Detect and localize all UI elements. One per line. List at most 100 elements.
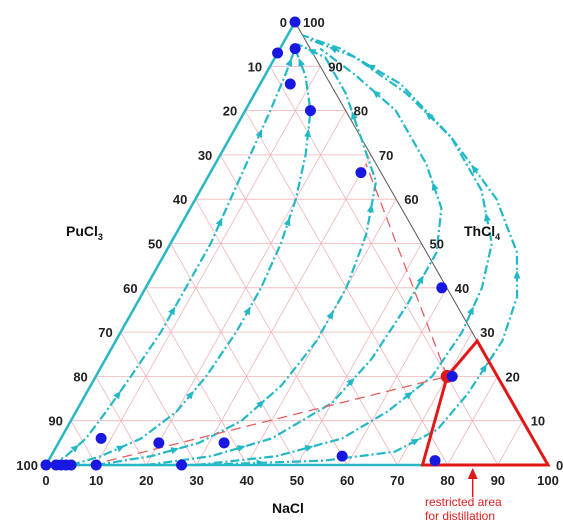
tick-label-thcl4: 30	[480, 325, 494, 340]
grid-line-pucl3	[269, 66, 499, 466]
residue-curve-2	[70, 48, 312, 467]
grid-line-pucl3	[219, 154, 398, 466]
component-label-nacl: NaCl	[272, 500, 304, 516]
composition-point	[304, 105, 316, 117]
curve-arrow	[285, 58, 293, 67]
component-label-pucl3: PuCl3	[66, 223, 103, 242]
grid-line-nacl	[196, 154, 372, 466]
curve-arrow	[170, 447, 180, 454]
composition-point	[218, 437, 230, 449]
tick-label-pucl3: 50	[148, 237, 162, 252]
grid-line-nacl	[447, 376, 498, 466]
curve-arrow	[116, 445, 125, 453]
curve-arrow	[410, 438, 420, 446]
tick-label-thcl4: 60	[404, 192, 418, 207]
grid-line-nacl	[296, 243, 422, 466]
residue-curve-4	[146, 47, 443, 467]
tick-label-nacl: 40	[240, 473, 254, 488]
tick-label-thcl4: 80	[354, 104, 368, 119]
composition-point	[446, 370, 458, 382]
data-points	[40, 16, 458, 471]
tick-label-pucl3: 60	[123, 281, 137, 296]
curve-arrow	[70, 444, 79, 453]
tick-label-pucl3: 100	[16, 458, 38, 473]
tick-label-nacl: 90	[491, 473, 505, 488]
grid-line-pucl3	[70, 420, 97, 466]
composition-point	[40, 459, 52, 471]
curve-arrow	[367, 64, 376, 72]
curve-arrow	[329, 46, 338, 54]
curve-arrow	[113, 390, 121, 400]
tick-label-pucl3: 40	[173, 192, 187, 207]
curve-arrow	[416, 275, 424, 285]
composition-point	[90, 459, 102, 471]
restricted-area-box	[420, 338, 551, 467]
tick-label-pucl3: 90	[48, 414, 62, 429]
curve-arrow	[304, 444, 314, 452]
component-label-thcl4: ThCl4	[464, 223, 500, 242]
grid-line-pucl3	[95, 376, 147, 466]
tick-label-thcl4: 50	[430, 237, 444, 252]
restricted-area-label: restricted area	[425, 495, 502, 509]
tick-label-nacl: 10	[89, 473, 103, 488]
grid-line-pucl3	[145, 287, 248, 466]
curve-arrow	[479, 364, 487, 373]
residue-curve-1	[50, 48, 297, 466]
tick-label-nacl: 0	[42, 473, 49, 488]
curve-arrow	[326, 310, 334, 320]
curve-arrow	[304, 128, 312, 138]
curve-arrow	[168, 306, 176, 316]
curve-arrow	[243, 306, 251, 316]
grid-line-pucl3	[120, 331, 197, 466]
tick-label-nacl: 30	[189, 473, 203, 488]
curve-arrow	[256, 400, 265, 409]
grid-lines	[70, 65, 524, 466]
residue-curves	[50, 34, 521, 467]
grid-line-nacl	[95, 66, 321, 466]
tick-label-nacl: 100	[537, 473, 559, 488]
curve-arrow	[298, 58, 305, 67]
curve-arrow	[255, 129, 263, 138]
curve-arrow	[471, 164, 480, 174]
dashed-red-lines	[91, 163, 448, 466]
tick-label-pucl3: 30	[198, 148, 212, 163]
tick-label-nacl: 80	[440, 473, 454, 488]
tick-label-thcl4: 20	[505, 369, 519, 384]
curve-arrow	[283, 217, 291, 227]
curve-arrow	[404, 391, 413, 400]
curve-arrow	[236, 445, 246, 452]
restricted-area-label-2: for distillation	[425, 509, 495, 521]
tick-labels: 0 0 0 10 10 10 20 20 20 30 30 30 40 40 40 50 50 50 60 60 60 7…	[16, 15, 563, 488]
curve-arrow	[351, 111, 358, 120]
composition-point	[95, 432, 107, 444]
curve-arrow	[186, 391, 194, 400]
curve-arrow	[513, 270, 521, 279]
tick-label-pucl3: 0	[280, 15, 287, 30]
composition-point	[289, 43, 301, 55]
grid-line-nacl	[346, 287, 448, 466]
curve-arrow	[372, 90, 381, 99]
tick-label-thcl4: 40	[455, 281, 469, 296]
tick-label-nacl: 50	[290, 473, 304, 488]
left-edge	[44, 21, 297, 466]
restricted-area-arrowhead	[467, 468, 478, 479]
tick-label-pucl3: 10	[248, 59, 262, 74]
curve-arrow	[467, 306, 474, 316]
tick-label-thcl4: 90	[328, 59, 342, 74]
composition-point	[289, 16, 301, 28]
tick-label-pucl3: 20	[223, 104, 237, 119]
tick-label-nacl: 70	[390, 473, 404, 488]
composition-point	[355, 167, 367, 179]
restricted-region	[420, 338, 551, 497]
composition-point	[284, 78, 296, 90]
curve-arrow	[425, 112, 434, 121]
composition-point	[65, 459, 77, 471]
curve-arrow	[346, 377, 355, 387]
composition-point	[176, 459, 188, 471]
curve-arrow	[483, 212, 491, 222]
curve-arrow	[307, 49, 317, 56]
residue-curve-5	[196, 38, 493, 467]
residue-curve-6	[71, 34, 519, 467]
tick-label-nacl: 20	[139, 473, 153, 488]
composition-point	[436, 282, 448, 294]
